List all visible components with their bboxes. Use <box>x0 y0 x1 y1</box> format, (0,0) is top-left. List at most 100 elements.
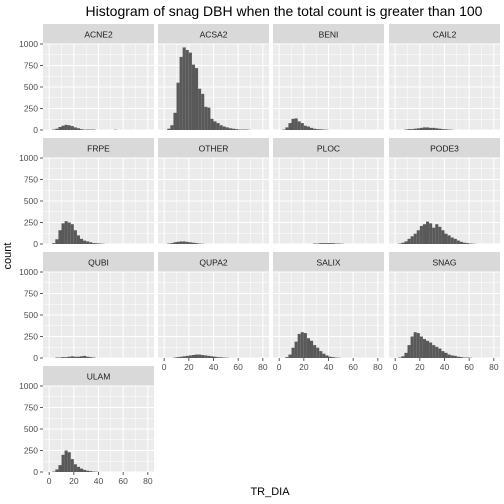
histogram-bar <box>404 352 408 358</box>
histogram-bar <box>73 230 77 244</box>
strip-label: OTHER <box>199 144 229 154</box>
histogram-bar <box>419 336 423 358</box>
strip-label: BENI <box>319 30 339 40</box>
histogram-bar <box>319 243 323 244</box>
histogram-bar <box>58 465 62 472</box>
x-tick-label: 60 <box>464 362 474 372</box>
histogram-bar <box>438 128 442 130</box>
histogram-bar <box>173 242 177 244</box>
y-tick-label: 750 <box>24 61 38 71</box>
histogram-bar <box>61 125 65 130</box>
histogram-bar <box>300 332 304 358</box>
histogram-bar <box>210 118 214 130</box>
x-tick-label: 40 <box>324 362 334 372</box>
histogram-bar <box>288 354 292 358</box>
histogram-bar <box>288 123 292 130</box>
histogram-bar <box>191 64 195 130</box>
histogram-bar <box>61 357 65 358</box>
x-tick-label: 0 <box>393 362 398 372</box>
histogram-bar <box>185 50 189 130</box>
histogram-bar <box>83 469 87 472</box>
histogram-bar <box>76 466 80 472</box>
histogram-bar <box>176 357 180 358</box>
histogram-bar <box>207 355 211 358</box>
histogram-bar <box>176 241 180 244</box>
histogram-bar <box>83 355 87 358</box>
histogram-bar <box>182 356 186 358</box>
x-tick-label: 40 <box>440 362 450 372</box>
strip-label: ACNE2 <box>84 30 113 40</box>
x-tick-label: 0 <box>162 362 167 372</box>
histogram-bar <box>86 470 90 472</box>
y-tick-label: 500 <box>24 82 38 92</box>
histogram-bar <box>310 340 314 358</box>
histogram-bar <box>191 354 195 358</box>
x-tick-label: 40 <box>94 476 104 486</box>
histogram-bar <box>179 356 183 358</box>
histogram-bar <box>313 345 317 358</box>
histogram-bar <box>195 68 199 130</box>
histogram-bar <box>450 355 454 358</box>
y-tick-label: 750 <box>24 175 38 185</box>
histogram-bar <box>432 127 436 130</box>
strip-background <box>273 252 384 272</box>
histogram-bar <box>58 126 62 130</box>
histogram-bar <box>61 223 65 244</box>
histogram-bar <box>438 348 442 358</box>
histogram-bar <box>70 224 74 244</box>
facet-qubi: QUBI 0 250 500 750 1000 <box>19 252 154 363</box>
histogram-bar <box>432 345 436 358</box>
y-tick-label: 0 <box>33 467 38 477</box>
histogram-bar <box>419 127 423 130</box>
histogram-bar <box>216 123 220 130</box>
strip-background <box>43 366 154 386</box>
histogram-bar <box>450 237 454 244</box>
histogram-bar <box>407 129 411 130</box>
strip-background <box>43 252 154 272</box>
x-tick-label: 80 <box>489 362 499 372</box>
y-tick-label: 250 <box>24 104 38 114</box>
histogram-bar <box>89 471 93 472</box>
histogram-bar <box>173 112 177 130</box>
histogram-bar <box>83 240 87 244</box>
histogram-bar <box>285 127 289 130</box>
histogram-bar <box>76 356 80 358</box>
histogram-bar <box>213 121 217 130</box>
histogram-bar <box>328 243 332 244</box>
histogram-bar <box>219 357 223 358</box>
y-tick-label: 0 <box>33 125 38 135</box>
histogram-bar <box>303 125 307 130</box>
histogram-bar <box>322 353 326 358</box>
facet-salix: SALIX 0 20 40 60 80 <box>273 252 384 372</box>
histogram-bar <box>453 355 457 358</box>
facet-snag: SNAG 0 20 40 60 80 <box>389 252 500 372</box>
histogram-bar <box>198 88 202 130</box>
histogram-bar <box>459 357 463 358</box>
histogram-bar <box>426 221 430 244</box>
histogram-bar <box>70 459 74 472</box>
histogram-bar <box>188 242 192 244</box>
histogram-bar <box>188 52 192 130</box>
facet-frpe: FRPE 0 250 500 750 1000 <box>19 138 154 249</box>
histogram-bar <box>210 356 214 358</box>
histogram-bar <box>416 333 420 358</box>
strip-label: QUBI <box>88 258 109 268</box>
histogram-bar <box>76 128 80 130</box>
histogram-bar <box>456 240 460 244</box>
y-tick-label: 750 <box>24 289 38 299</box>
facet-qupa2: QUPA2 0 20 40 60 80 <box>158 252 269 372</box>
y-tick-label: 500 <box>24 310 38 320</box>
histogram-bar <box>92 243 96 244</box>
histogram-bar <box>67 356 71 358</box>
histogram-bar <box>182 241 186 244</box>
histogram-bar <box>447 354 451 358</box>
histogram-bar <box>58 230 62 244</box>
strip-background <box>389 252 500 272</box>
chart-title: Histogram of snag DBH when the total cou… <box>86 3 483 19</box>
histogram-bar <box>438 226 442 244</box>
histogram-bar <box>444 233 448 244</box>
histogram-bar <box>228 128 232 130</box>
histogram-bar <box>185 241 189 244</box>
histogram-bar <box>459 241 463 244</box>
histogram-bar <box>195 354 199 358</box>
